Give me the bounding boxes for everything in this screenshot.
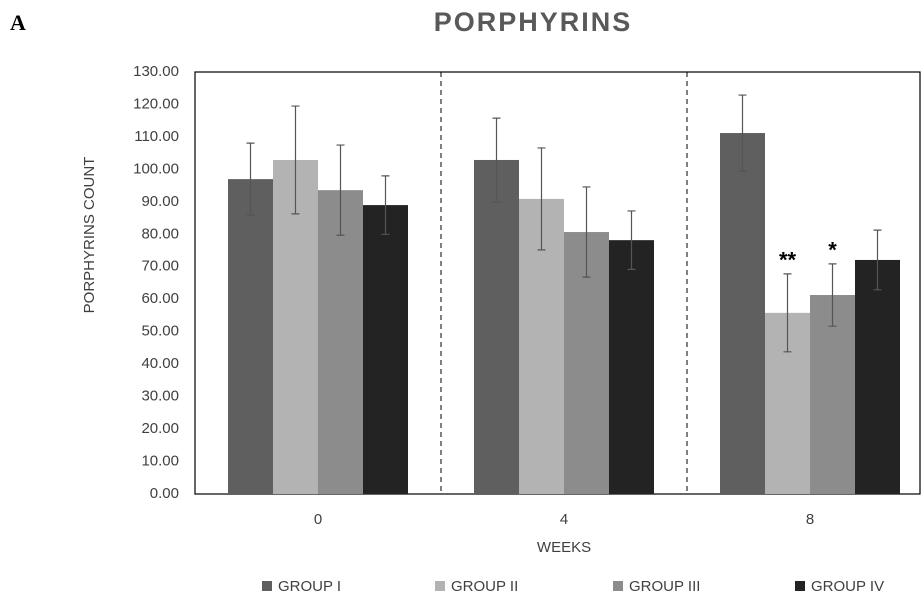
y-tick-label: 100.00 xyxy=(133,160,179,177)
legend-swatch xyxy=(613,581,623,591)
y-tick-label: 60.00 xyxy=(141,290,179,307)
annotation: ** xyxy=(779,248,797,273)
error-bar xyxy=(627,210,636,270)
error-bar xyxy=(828,263,837,327)
y-tick-label: 130.00 xyxy=(133,63,179,80)
y-tick-label: 20.00 xyxy=(141,420,179,437)
error-bar xyxy=(291,105,300,215)
legend-label: GROUP I xyxy=(278,578,341,594)
y-tick-label: 80.00 xyxy=(141,225,179,242)
bar xyxy=(228,179,273,494)
legend-label: GROUP II xyxy=(451,578,518,594)
y-tick-label: 120.00 xyxy=(133,95,179,112)
error-bar xyxy=(873,229,882,291)
bar xyxy=(318,190,363,494)
y-tick-label: 50.00 xyxy=(141,323,179,340)
y-tick-label: 70.00 xyxy=(141,258,179,275)
bar xyxy=(855,259,900,494)
error-bar xyxy=(537,147,546,251)
annotation: * xyxy=(828,238,837,263)
legend-swatch xyxy=(262,581,272,591)
panel-label: A xyxy=(10,10,26,35)
legend-label: GROUP IV xyxy=(811,578,884,594)
x-tick-label: 4 xyxy=(560,511,568,528)
legend-swatch xyxy=(795,581,805,591)
y-tick-label: 0.00 xyxy=(150,485,179,502)
error-bar xyxy=(582,186,591,278)
y-axis-label: PORPHYRINS COUNT xyxy=(81,157,98,314)
bar xyxy=(810,295,855,494)
bar xyxy=(609,240,654,494)
error-bar xyxy=(738,94,747,172)
x-tick-label: 8 xyxy=(806,511,814,528)
error-bar xyxy=(492,117,501,203)
bar xyxy=(273,159,318,494)
chart-title: PORPHYRINS xyxy=(434,7,633,37)
y-tick-label: 90.00 xyxy=(141,193,179,210)
error-bar xyxy=(783,273,792,353)
error-bar xyxy=(381,175,390,235)
y-tick-label: 110.00 xyxy=(134,128,179,145)
bar xyxy=(363,205,408,495)
y-tick-label: 40.00 xyxy=(141,355,179,372)
x-axis-label: WEEKS xyxy=(537,539,591,556)
legend-swatch xyxy=(435,581,445,591)
x-tick-label: 0 xyxy=(314,511,322,528)
error-bar xyxy=(246,142,255,216)
bar xyxy=(720,133,765,494)
error-bar xyxy=(336,144,345,236)
y-tick-label: 10.00 xyxy=(141,453,179,470)
y-tick-label: 30.00 xyxy=(141,388,179,405)
bar xyxy=(474,159,519,494)
legend-label: GROUP III xyxy=(629,578,700,594)
